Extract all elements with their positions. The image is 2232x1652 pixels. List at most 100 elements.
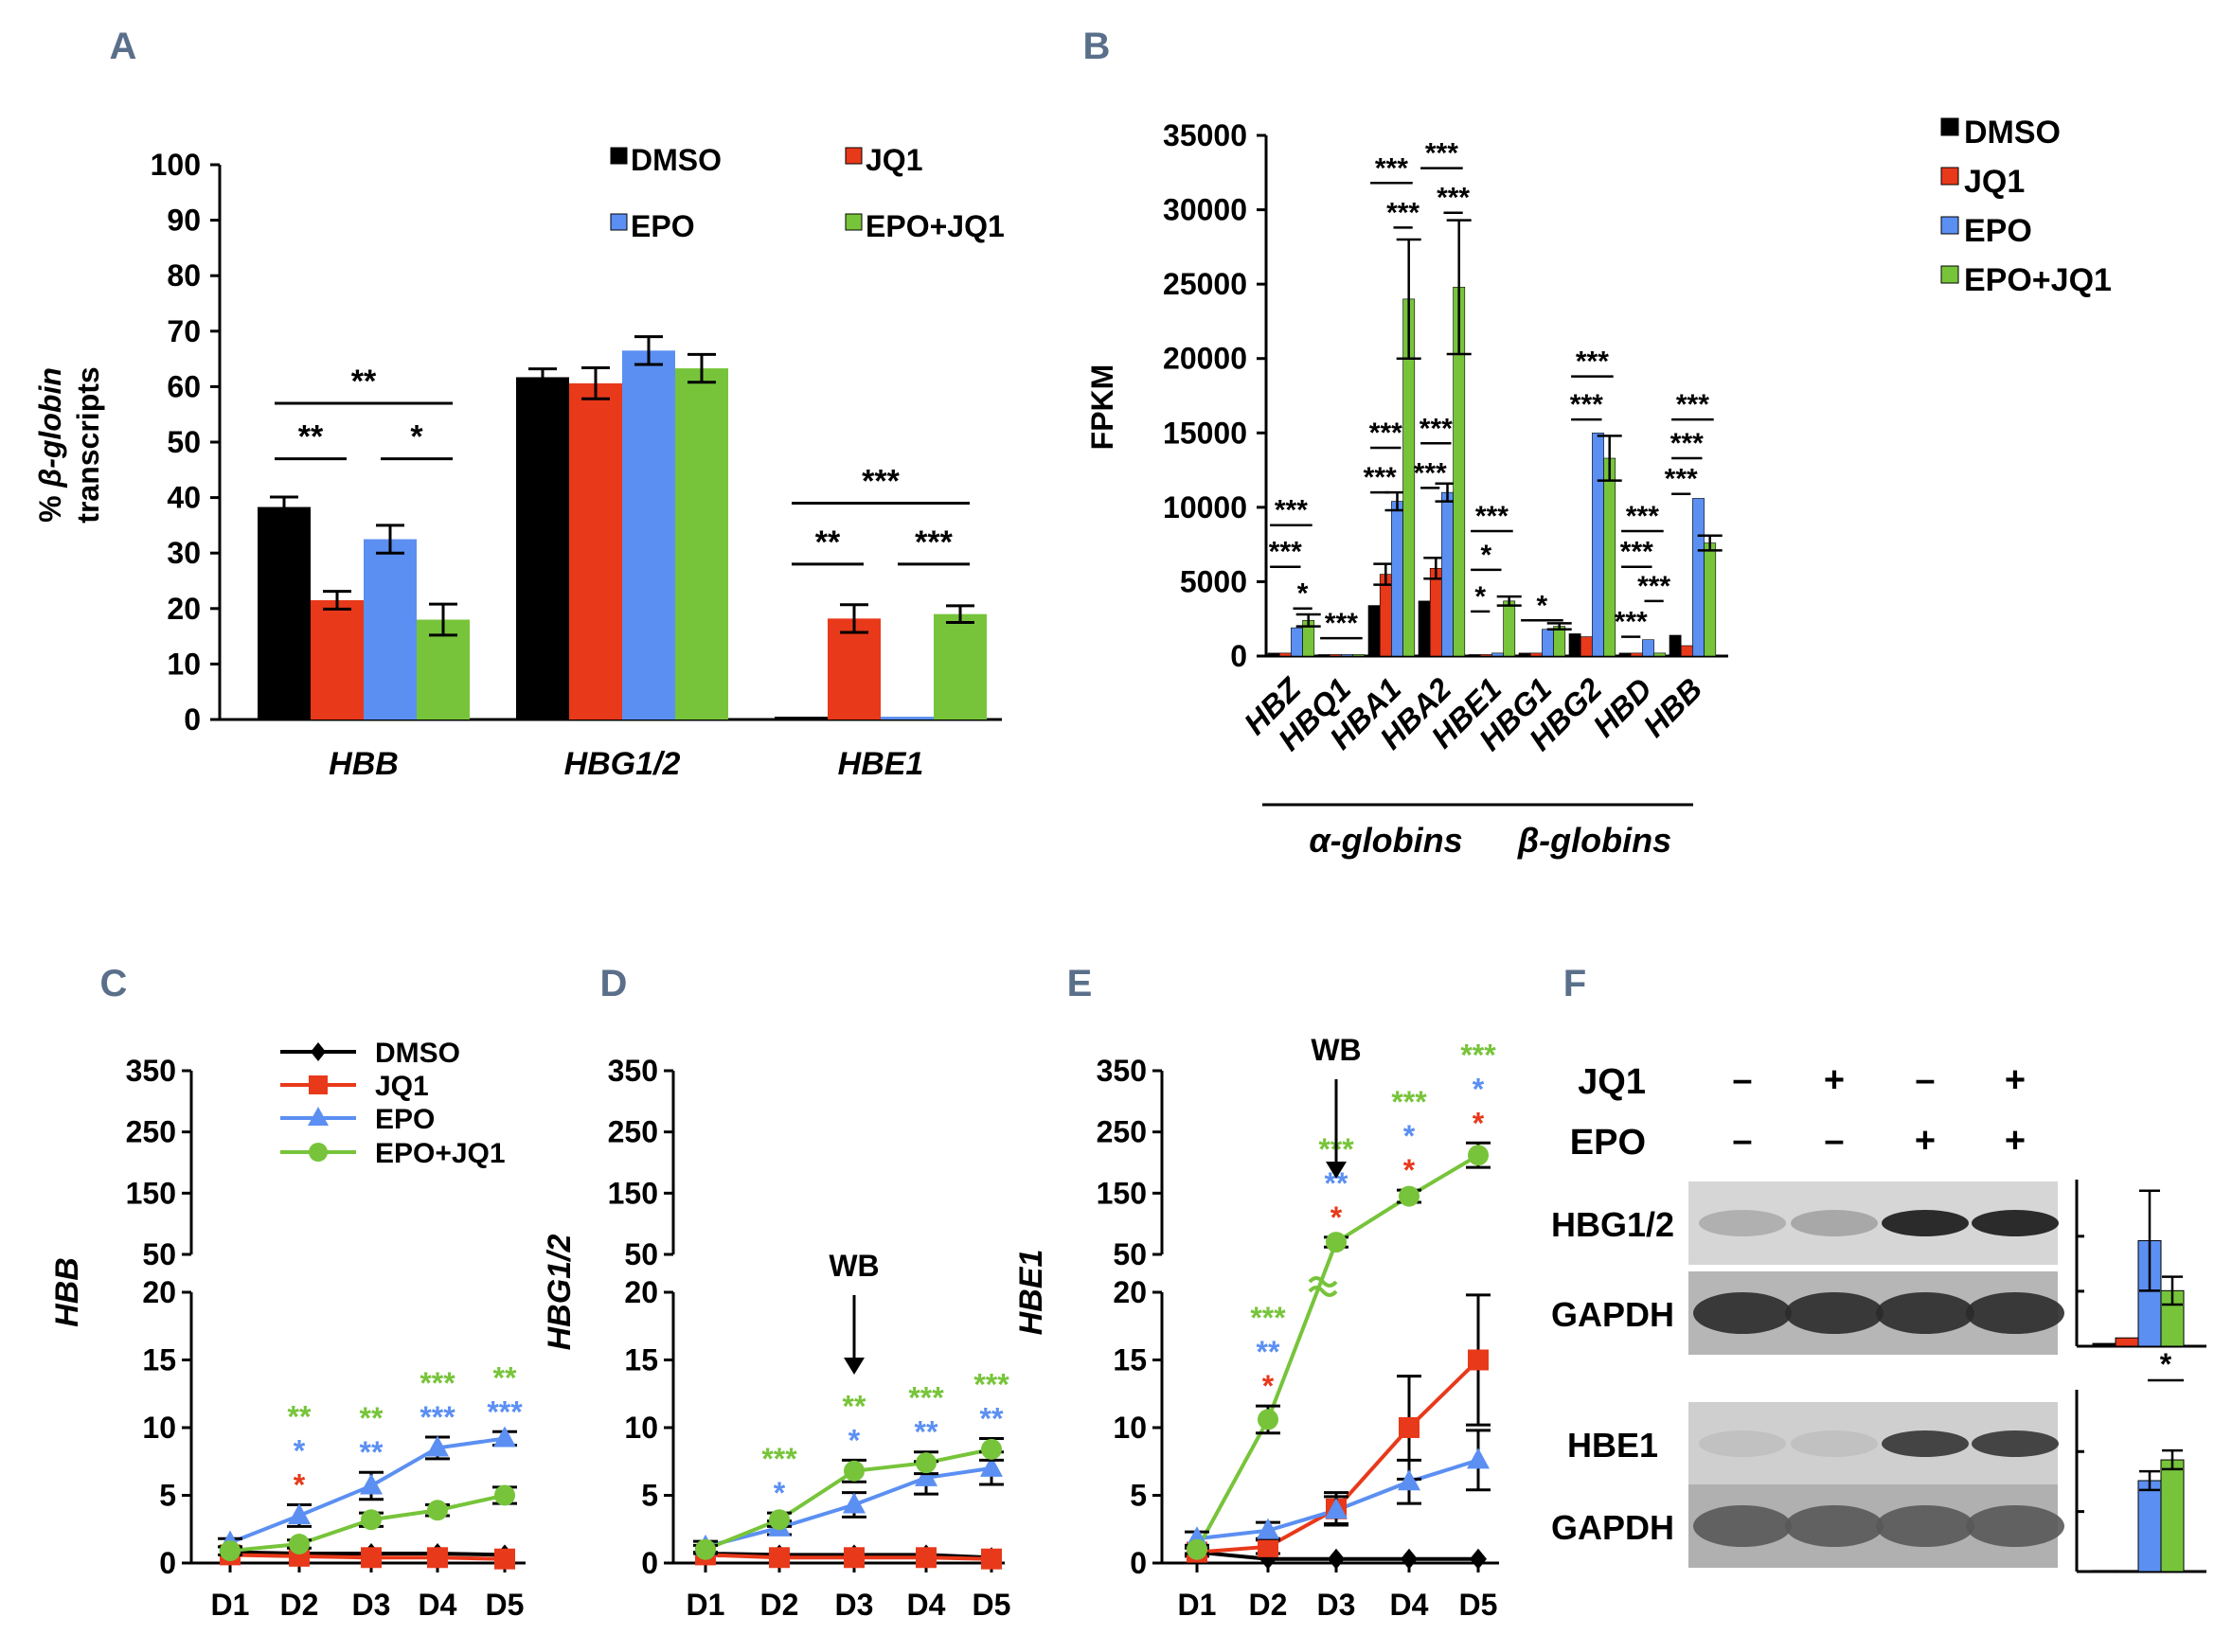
x-tick-label: D4 bbox=[907, 1588, 946, 1622]
y-tick-label: 20 bbox=[142, 1275, 176, 1309]
blot-band bbox=[1699, 1430, 1786, 1457]
bar-jq1-hbz bbox=[1278, 652, 1292, 657]
y-tick-label: 50 bbox=[624, 1237, 658, 1271]
significance-stars: * bbox=[1297, 578, 1309, 610]
marker-epo-jq1 bbox=[769, 1509, 790, 1531]
significance-stars: *** bbox=[1637, 571, 1670, 602]
legend-swatch bbox=[610, 213, 628, 231]
panel-label-f: F bbox=[1563, 963, 1586, 1004]
blot-band bbox=[1972, 1430, 2059, 1457]
marker-jq1 bbox=[916, 1547, 937, 1569]
bar-epo-hba2 bbox=[1441, 491, 1454, 657]
significance-stars: *** bbox=[1375, 152, 1408, 184]
bar-jq1-hbg2 bbox=[1580, 636, 1593, 657]
blot-band bbox=[1785, 1292, 1884, 1334]
y-tick-label: 15 bbox=[624, 1343, 658, 1377]
bar-epo-jq1-hbe1 bbox=[934, 613, 987, 719]
panel-label-a: A bbox=[110, 26, 137, 67]
significance-stars: *** bbox=[487, 1394, 523, 1429]
legend-swatch bbox=[610, 147, 628, 165]
y-tick-label: 20000 bbox=[1163, 342, 1247, 376]
legend-label: EPO bbox=[1964, 213, 2032, 249]
x-tick-label: D1 bbox=[211, 1588, 250, 1622]
y-tick-label: 15 bbox=[1113, 1343, 1147, 1377]
significance-stars: * bbox=[1262, 1369, 1275, 1403]
bar-jq1-hbb bbox=[1680, 645, 1693, 657]
y-tick-label: 70 bbox=[167, 314, 201, 348]
y-tick-label: 0 bbox=[1130, 1546, 1147, 1580]
condition-sign: – bbox=[1732, 1060, 1752, 1100]
significance-stars: *** bbox=[1325, 608, 1358, 639]
significance-stars: *** bbox=[1369, 417, 1402, 449]
legend-swatch bbox=[1940, 265, 1959, 284]
x-tick-label: D3 bbox=[1317, 1588, 1356, 1622]
y-tick-label: 60 bbox=[167, 369, 201, 403]
y-tick-label: 250 bbox=[1097, 1115, 1147, 1149]
x-tick-label: D3 bbox=[835, 1588, 874, 1622]
marker-epo bbox=[980, 1455, 1003, 1477]
y-axis-label: % β-globin bbox=[33, 367, 67, 523]
marker-jq1 bbox=[844, 1547, 865, 1569]
x-tick-label: D1 bbox=[1178, 1588, 1217, 1622]
bar-dmso-hbg1 bbox=[1518, 652, 1531, 657]
legend-marker bbox=[308, 1107, 329, 1126]
blot-label: GAPDH bbox=[1551, 1295, 1674, 1334]
blot-label: HBG1/2 bbox=[1551, 1205, 1674, 1244]
y-tick-label: 50 bbox=[1113, 1237, 1147, 1271]
marker-jq1 bbox=[769, 1547, 790, 1569]
condition-sign: + bbox=[2005, 1060, 2026, 1100]
x-category-label: HBB bbox=[329, 746, 399, 782]
y-tick-label: 0 bbox=[184, 702, 201, 737]
marker-dmso bbox=[1401, 1548, 1418, 1570]
significance-stars: * bbox=[1473, 1106, 1485, 1140]
y-tick-label: 0 bbox=[159, 1546, 176, 1580]
marker-epo bbox=[1398, 1469, 1420, 1491]
y-axis-label: HBB bbox=[49, 1257, 85, 1327]
bar-dmso-hbb bbox=[1669, 634, 1682, 657]
axis-break-mark bbox=[1308, 1286, 1338, 1297]
blot-label: GAPDH bbox=[1551, 1508, 1674, 1547]
significance-stars: *** bbox=[1626, 501, 1659, 532]
marker-jq1 bbox=[361, 1547, 382, 1569]
axis-break-mark bbox=[1308, 1276, 1338, 1288]
legend-swatch bbox=[1940, 117, 1959, 136]
bar-jq1-hbd bbox=[1630, 652, 1643, 657]
marker-jq1 bbox=[427, 1547, 448, 1569]
significance-stars: * bbox=[1480, 540, 1491, 571]
x-tick-label: D4 bbox=[419, 1588, 457, 1622]
significance-stars: *** bbox=[1620, 537, 1653, 568]
bar-dmso-hbe1 bbox=[775, 717, 828, 719]
y-tick-label: 20 bbox=[167, 592, 201, 626]
y-label-italic: β-globin bbox=[33, 367, 67, 488]
quant-bar-dmso bbox=[2092, 1342, 2116, 1347]
bar-jq1-hbe1 bbox=[1479, 654, 1492, 657]
panel-label-e: E bbox=[1067, 963, 1093, 1004]
marker-epo bbox=[915, 1465, 937, 1486]
bar-jq1-hbg1-2 bbox=[569, 382, 622, 719]
marker-epo-jq1 bbox=[916, 1452, 937, 1474]
blot-band bbox=[1966, 1505, 2064, 1547]
marker-epo-jq1 bbox=[494, 1484, 515, 1506]
y-tick-label: 350 bbox=[608, 1054, 658, 1088]
marker-epo-jq1 bbox=[289, 1533, 310, 1554]
y-tick-label: 5 bbox=[641, 1479, 658, 1513]
y-axis-label: HBG1/2 bbox=[542, 1235, 578, 1351]
bar-epo-jq1-hbg1-2 bbox=[675, 368, 728, 719]
y-axis-label: FPKM bbox=[1085, 364, 1119, 451]
bar-dmso-hbb bbox=[258, 506, 311, 719]
panel-b: B 0 5000 10000 15000 20000 25000 30000 35000 FPKM… bbox=[1083, 26, 2112, 860]
significance-stars: *** bbox=[1269, 537, 1302, 568]
marker-epo bbox=[493, 1426, 516, 1448]
bar-epo-jq1-hbg1 bbox=[1553, 626, 1566, 657]
blot-band bbox=[1785, 1505, 1884, 1547]
significance-stars: *** bbox=[1437, 183, 1470, 214]
marker-dmso bbox=[1328, 1548, 1345, 1570]
marker-epo bbox=[1467, 1448, 1490, 1469]
y-tick-label: 10 bbox=[624, 1411, 658, 1445]
bar-jq1-hba1 bbox=[1379, 574, 1392, 657]
bar-dmso-hbq1 bbox=[1317, 654, 1330, 657]
y-tick-label: 10 bbox=[142, 1411, 176, 1445]
marker-jq1 bbox=[1399, 1417, 1420, 1438]
bar-dmso-hbd bbox=[1618, 652, 1632, 657]
